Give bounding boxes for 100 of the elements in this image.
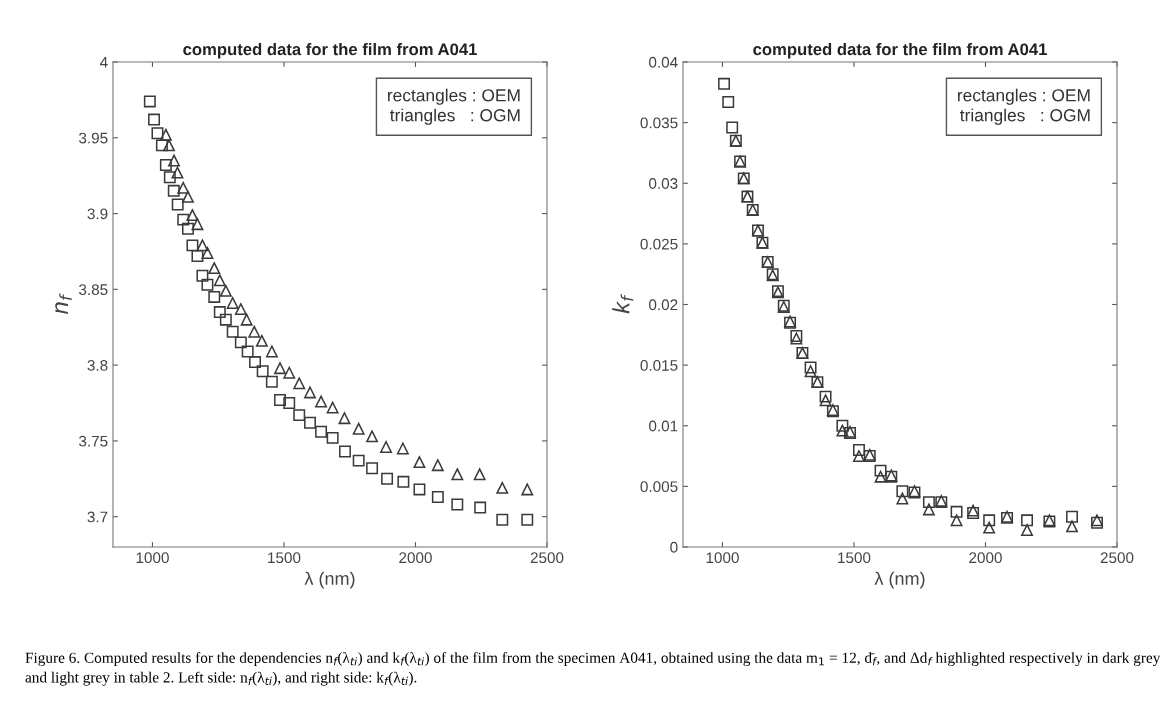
point [896, 492, 909, 505]
point [874, 470, 887, 483]
point [177, 181, 190, 194]
x-tick-label: 1500 [268, 552, 301, 564]
point [213, 306, 226, 319]
point [315, 395, 328, 408]
point [293, 409, 306, 422]
x-tick-label: 2500 [1100, 552, 1134, 564]
chart-title: computed data for the film from A041 [753, 42, 1047, 59]
point [248, 325, 261, 338]
point [413, 456, 426, 469]
x-tick-label: 1000 [136, 552, 169, 564]
point [852, 450, 865, 463]
point [255, 334, 268, 347]
y-tick-label: 0.01 [649, 420, 678, 432]
y-axis-title: k$_{f}$ [612, 293, 634, 314]
point [219, 313, 232, 326]
point [819, 390, 832, 403]
point [496, 513, 509, 526]
point [171, 166, 184, 179]
point [168, 154, 180, 167]
point [171, 198, 184, 211]
point [922, 503, 935, 516]
point [496, 481, 509, 494]
point [201, 278, 214, 291]
point [983, 514, 996, 527]
point [366, 462, 379, 475]
point [1021, 524, 1034, 536]
point [819, 394, 832, 407]
point [159, 159, 172, 172]
point [234, 336, 247, 349]
x-axis-title: λ (nm) [304, 571, 355, 589]
point [722, 96, 735, 108]
y-tick-label: 4 [99, 57, 108, 68]
point [159, 128, 172, 141]
point [186, 239, 199, 252]
point [315, 425, 328, 438]
point [249, 356, 262, 369]
point [1021, 514, 1034, 527]
y-axis-title: n$_{f}$ [55, 293, 72, 315]
x-tick-label: 1500 [838, 552, 871, 564]
point [304, 386, 316, 399]
point [283, 366, 296, 379]
point [201, 246, 214, 259]
annotation: rectangles : OEM triangles : OGM [958, 88, 1090, 125]
point [896, 485, 909, 498]
y-tick-label: 3.85 [78, 284, 108, 296]
point [226, 297, 239, 309]
point [163, 139, 175, 152]
point [726, 121, 739, 134]
y-tick-label: 3.9 [87, 208, 108, 220]
point [836, 424, 849, 437]
point [186, 209, 199, 222]
point [177, 213, 190, 226]
y-tick-label: 0.035 [640, 117, 678, 129]
y-tick-label: 0.005 [640, 481, 678, 493]
point [191, 250, 204, 262]
point [326, 401, 339, 414]
point [326, 431, 339, 444]
point [1066, 520, 1078, 533]
y-tick-label: 0.02 [649, 299, 678, 311]
point [451, 468, 464, 481]
x-tick-label: 2500 [530, 552, 564, 564]
point [922, 496, 935, 509]
text: Figure 6. Computed results for the dependencies n$_{f}$(λ$_{ti}$) and k$_{f}$(λ$_{ti}$) of the film from the specimen A041, obtained using the data m$_{1}$ = 12, d̄$_{f}$, and Δd$_{f}$ highlighted respectively in dark grey and light grey in table 2. Left side: n$_{f}$(λ$_{ti}$), and right side: k$_{f}$(λ$_{ti}$). [25, 652, 1161, 686]
point [718, 77, 731, 90]
annotation: rectangles : OEM triangles : OGM [388, 88, 520, 125]
y-tick-label: 0.015 [640, 359, 678, 371]
point [213, 274, 226, 287]
y-tick-label: 0.03 [649, 178, 678, 189]
y-tick-label: 0.025 [640, 238, 678, 250]
y-tick-label: 3.95 [78, 132, 108, 144]
point [338, 412, 351, 425]
point [208, 290, 221, 303]
point [155, 139, 168, 152]
x-tick-label: 2000 [399, 552, 432, 564]
point [1066, 510, 1078, 523]
point [431, 459, 444, 472]
point [521, 483, 534, 496]
point [396, 442, 409, 455]
point [226, 325, 239, 338]
point [256, 365, 269, 378]
point [474, 501, 487, 514]
point [163, 171, 176, 184]
point [274, 394, 286, 406]
point [234, 303, 247, 316]
point [983, 521, 996, 534]
point [304, 416, 316, 429]
x-axis-title: λ (nm) [874, 571, 925, 589]
point [208, 262, 221, 275]
point [804, 365, 817, 378]
point [852, 444, 865, 456]
point [241, 345, 254, 358]
point [950, 505, 963, 518]
point [473, 468, 486, 481]
point [181, 222, 194, 235]
point [352, 422, 365, 435]
point [191, 218, 204, 231]
y-tick-label: 3.7 [87, 511, 108, 523]
point [836, 419, 849, 432]
